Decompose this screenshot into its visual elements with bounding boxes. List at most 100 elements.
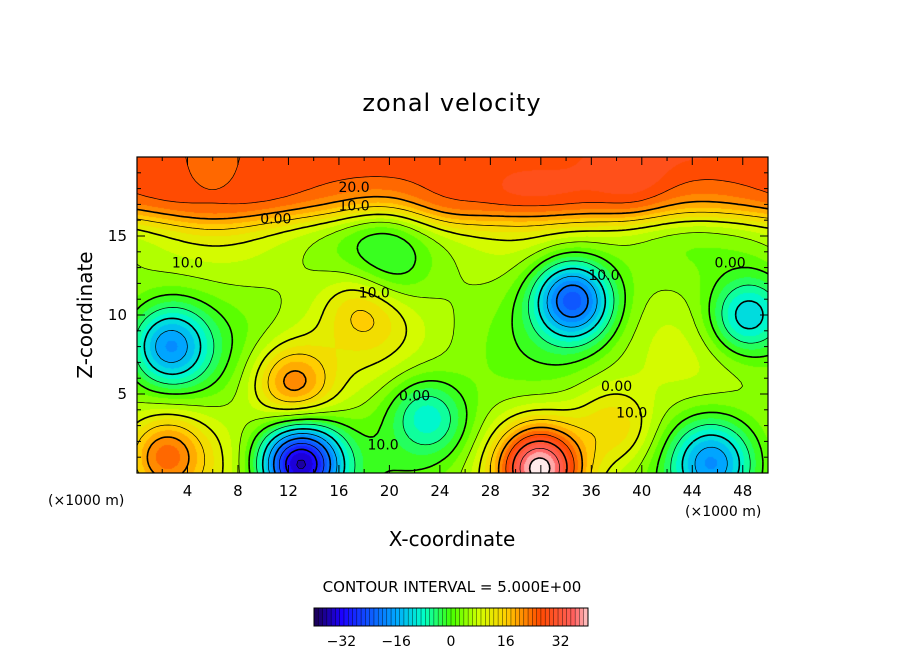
contour-line-35 — [519, 447, 560, 473]
contour-label: 20.0 — [338, 180, 369, 196]
colorbar-cell — [352, 608, 358, 626]
contour-label: 0.00 — [399, 388, 430, 404]
colorbar-cell — [570, 608, 576, 626]
colorbar-cell — [391, 608, 396, 626]
colorbar-cell — [356, 608, 362, 626]
x-tick-label: 20 — [380, 482, 399, 500]
contour-line-20 — [137, 195, 768, 473]
colorbar-cell — [386, 608, 392, 626]
contour-label: 0.00 — [601, 379, 632, 395]
colorbar-cell — [468, 608, 473, 626]
colorbar-cell — [382, 608, 388, 626]
contour-line-neg15 — [155, 275, 728, 473]
colorbar-cell — [408, 608, 413, 626]
colorbar-cell — [485, 608, 490, 626]
x-unit-left: (×1000 m) — [48, 493, 124, 509]
colorbar-cell — [579, 608, 585, 626]
colorbar-cell — [369, 608, 375, 626]
colorbar-cell — [463, 608, 469, 626]
colorbar-cell — [361, 608, 366, 626]
colorbar-cell — [583, 608, 589, 626]
colorbar-cell — [318, 608, 323, 626]
colorbar-cell — [553, 608, 559, 626]
contour-label: 0.00 — [715, 256, 746, 272]
colorbar-cell — [558, 608, 563, 626]
x-tick-label: 16 — [329, 482, 348, 500]
x-axis-label: X-coordinate — [389, 527, 516, 551]
colorbar-cell — [502, 608, 507, 626]
colorbar-frame — [313, 607, 589, 627]
colorbar-cell — [438, 608, 443, 626]
x-tick-label: 8 — [233, 482, 243, 500]
colorbar-cell — [331, 608, 336, 626]
colorbar-cell — [442, 608, 448, 626]
colorbar-cell — [335, 608, 340, 626]
x-tick-label: 12 — [279, 482, 298, 500]
colorbar-cell — [480, 608, 486, 626]
contour-line-neg5 — [137, 260, 768, 473]
colorbar-cell — [536, 608, 542, 626]
contour-label: 10.0 — [359, 286, 390, 302]
colorbar-cell — [378, 608, 383, 626]
x-unit-right: (×1000 m) — [685, 504, 761, 520]
colorbar-cell — [562, 608, 567, 626]
colorbar-cell — [489, 608, 495, 626]
contour-line-25 — [137, 157, 768, 473]
colorbar-cell — [326, 608, 332, 626]
contour-label: 10.0 — [616, 406, 647, 422]
y-tick-label: 10 — [108, 306, 127, 324]
colorbar-cell — [506, 608, 512, 626]
contour-line-15 — [137, 206, 768, 473]
colorbar-cell — [373, 608, 379, 626]
y-tick-label: 15 — [108, 227, 127, 245]
heatmap-field — [137, 157, 768, 473]
x-tick-label: 36 — [582, 482, 601, 500]
x-tick-label: 44 — [683, 482, 702, 500]
colorbar-cell — [365, 608, 370, 626]
colorbar-cell — [412, 608, 418, 626]
contour-labels: 20.0 10.0 0.00 10.0 10.0 10.0 0.00 0.00 0.00 10.0… — [172, 180, 746, 454]
contour-line-0 — [137, 232, 768, 473]
colorbar-cell — [343, 608, 349, 626]
colorbar-cell — [421, 608, 426, 626]
colorbar-cell — [416, 608, 422, 626]
x-tick-label: 48 — [733, 482, 752, 500]
colorbar-ticks: −32 −16 0 16 32 — [327, 634, 570, 650]
colorbar-cell — [425, 608, 430, 626]
colorbar-cell — [348, 608, 353, 626]
x-tick-label: 32 — [531, 482, 550, 500]
colorbar-cell — [429, 608, 435, 626]
colorbar-cell — [339, 608, 345, 626]
colorbar-cell — [395, 608, 400, 626]
colorbar-cell — [566, 608, 572, 626]
contour-line-40 — [528, 457, 551, 473]
colorbar-cell — [459, 608, 465, 626]
contour-line-5 — [137, 221, 768, 473]
colorbar-cell — [493, 608, 499, 626]
contour-line-10 — [137, 213, 768, 473]
colorbar-cell — [528, 608, 533, 626]
contour-label: 10.0 — [338, 199, 369, 215]
colorbar-cell — [314, 608, 319, 626]
colorbar-cell — [498, 608, 503, 626]
colorbar-cell — [575, 608, 580, 626]
colorbar-cell — [451, 608, 456, 626]
colorbar-cell — [322, 608, 328, 626]
colorbar-tick-label: −16 — [381, 634, 411, 650]
y-tick-label: 5 — [117, 385, 127, 403]
colorbar-cell — [433, 608, 439, 626]
contour-label: 10.0 — [588, 268, 619, 284]
colorbar-cell — [399, 608, 405, 626]
x-tick-label: 24 — [430, 482, 449, 500]
colorbar-cell — [532, 608, 537, 626]
x-tick-label: 4 — [183, 482, 193, 500]
y-axis-label: Z-coordinate — [73, 251, 97, 378]
colorbar-cell — [515, 608, 520, 626]
colorbar-tick-label: −32 — [327, 634, 357, 650]
x-tick-label: 40 — [632, 482, 651, 500]
chart-title: zonal velocity — [362, 89, 541, 117]
contour-line-neg35 — [296, 459, 307, 470]
contour-label: 10.0 — [368, 437, 399, 453]
